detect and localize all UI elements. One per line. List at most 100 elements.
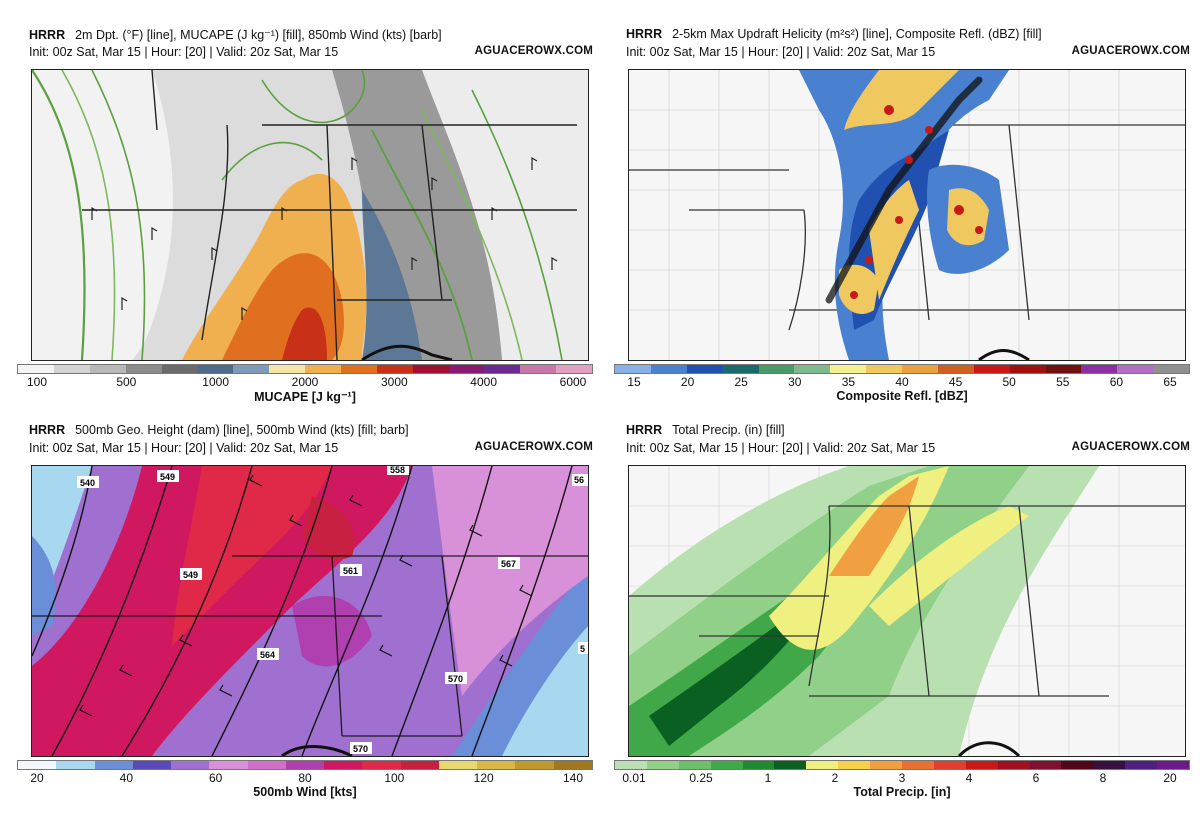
colorbar-swatch [247, 761, 286, 769]
colorbar-swatch [806, 761, 839, 769]
colorbar-swatch [902, 761, 934, 769]
colorbar-swatch [937, 365, 974, 373]
panel-title: 2m Dpt. (°F) [line], MUCAPE (J kg⁻¹) [fi… [75, 28, 442, 42]
svg-text:561: 561 [343, 566, 358, 576]
colorbar-swatch [1153, 365, 1189, 373]
colorbar-tick-label: 50 [1002, 375, 1016, 389]
colorbar-swatch [285, 761, 325, 769]
colorbar-swatch [132, 761, 172, 769]
colorbar-tick-label: 6000 [559, 375, 587, 389]
colorbar-label: Composite Refl. [dBZ] [836, 389, 968, 403]
colorbar-swatch [615, 761, 647, 769]
brand-watermark: AGUACEROWX.COM [474, 441, 593, 453]
svg-text:570: 570 [448, 674, 463, 684]
colorbar-swatch [774, 761, 807, 769]
colorbar-swatch [448, 365, 485, 373]
colorbar-tick-label: 100 [26, 375, 48, 389]
model-name: HRRR [626, 423, 663, 437]
colorbar-tick-label: 0.01 [622, 771, 646, 785]
panel-dewpoint-mucape: HRRR 2m Dpt. (°F) [line], MUCAPE (J kg⁻¹)… [17, 25, 593, 417]
colorbar-swatch [515, 761, 554, 769]
colorbar-tick-label: 20 [1163, 771, 1177, 785]
colorbar-tick-label: 2 [831, 771, 839, 785]
colorbar-ticks: 15 20 25 30 35 40 45 50 55 60 65 [614, 375, 1190, 391]
colorbar-swatch [710, 761, 743, 769]
colorbar-swatch [866, 365, 902, 373]
colorbar-swatch [209, 761, 248, 769]
svg-text:540: 540 [80, 478, 95, 488]
colorbar-label: MUCAPE [J kg⁻¹] [254, 390, 356, 404]
colorbar-swatch [484, 365, 521, 373]
colorbar-tick-label: 20 [680, 375, 695, 389]
colorbar-swatch [722, 365, 759, 373]
colorbar-swatch [171, 761, 210, 769]
colorbar-tick-label: 100 [384, 771, 405, 785]
colorbar-swatch [438, 761, 478, 769]
colorbar-swatch [18, 365, 54, 373]
colorbar-tick-label: 20 [30, 771, 44, 785]
colorbar-ticks: 100 500 1000 2000 3000 4000 6000 [17, 375, 593, 391]
colorbar-swatch [902, 365, 938, 373]
colorbar-swatch [89, 365, 126, 373]
colorbar-tick-label: 40 [895, 375, 909, 389]
init-valid-line: Init: 00z Sat, Mar 15 | Hour: [20] | Val… [29, 45, 339, 59]
colorbar-swatch [1045, 365, 1082, 373]
colorbar-swatch [556, 365, 592, 373]
colorbar-tick-label: 1000 [202, 375, 230, 389]
colorbar-swatch [18, 761, 57, 769]
colorbar-swatch [686, 365, 723, 373]
colorbar-swatch [933, 761, 966, 769]
colorbar-tick-label: 15 [627, 375, 641, 389]
colorbar-tick-label: 0.25 [689, 771, 713, 785]
svg-text:549: 549 [160, 472, 175, 482]
init-valid-line: Init: 00z Sat, Mar 15 | Hour: [20] | Val… [626, 441, 936, 455]
colorbar-swatch [646, 761, 679, 769]
colorbar-swatch [615, 365, 651, 373]
colorbar-swatch [161, 365, 198, 373]
colorbar-swatch [650, 365, 687, 373]
colorbar-swatch [1081, 365, 1118, 373]
brand-watermark: AGUACEROWX.COM [474, 45, 593, 57]
colorbar [614, 364, 1190, 374]
init-valid-line: Init: 00z Sat, Mar 15 | Hour: [20] | Val… [29, 441, 339, 455]
panel-total-precip: HRRR Total Precip. (in) [fill] Init: 00z … [614, 421, 1190, 813]
colorbar-tick-label: 60 [208, 771, 223, 785]
colorbar-swatch [56, 761, 95, 769]
colorbar-swatch [340, 365, 377, 373]
colorbar-swatch [520, 365, 557, 373]
colorbar-tick-label: 55 [1056, 375, 1070, 389]
model-name: HRRR [29, 423, 66, 437]
colorbar-tick-label: 2000 [291, 375, 319, 389]
svg-text:567: 567 [501, 559, 516, 569]
map-reflectivity [628, 69, 1186, 361]
colorbar-swatch [794, 365, 831, 373]
colorbar-tick-label: 65 [1163, 375, 1177, 389]
colorbar-swatch [973, 365, 1010, 373]
svg-text:5: 5 [580, 644, 585, 654]
colorbar-swatch [1061, 761, 1094, 769]
colorbar-label: 500mb Wind [kts] [253, 785, 357, 799]
colorbar-ticks: 20 40 60 80 100 120 140 [17, 771, 593, 787]
colorbar-swatch [94, 761, 133, 769]
colorbar-tick-label: 4 [965, 771, 973, 785]
colorbar-swatch [1029, 761, 1062, 769]
colorbar-tick-label: 140 [562, 771, 584, 785]
colorbar-tick-label: 8 [1099, 771, 1107, 785]
map-500mb: 540 549 549 558 561 564 567 570 570 56 5 [31, 465, 589, 757]
colorbar-tick-label: 25 [734, 375, 748, 389]
colorbar-swatch [838, 761, 871, 769]
model-name: HRRR [626, 27, 663, 41]
colorbar-swatch [477, 761, 516, 769]
colorbar-tick-label: 35 [841, 375, 856, 389]
colorbar-swatch [997, 761, 1030, 769]
svg-text:564: 564 [260, 650, 275, 660]
colorbar-swatch [197, 365, 234, 373]
colorbar-swatch [553, 761, 592, 769]
colorbar-tick-label: 1 [764, 771, 772, 785]
colorbar-swatch [678, 761, 711, 769]
colorbar-tick-label: 500 [116, 375, 137, 389]
colorbar-tick-label: 60 [1109, 375, 1124, 389]
init-valid-line: Init: 00z Sat, Mar 15 | Hour: [20] | Val… [626, 45, 936, 59]
model-name: HRRR [29, 28, 66, 42]
colorbar-tick-label: 4000 [470, 375, 498, 389]
